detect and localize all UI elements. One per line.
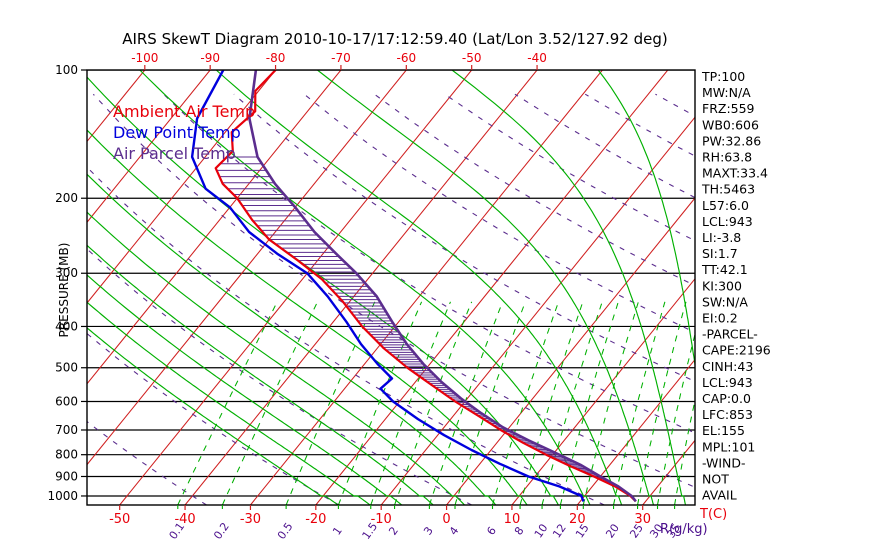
stats-item: KI:300 bbox=[702, 278, 742, 293]
stats-item: NOT bbox=[702, 472, 729, 487]
pressure-tick-label: 700 bbox=[55, 423, 78, 437]
temp-tick-label-top: -60 bbox=[397, 51, 417, 65]
x-axis-label-mixing-ratio: R(g/kg) bbox=[660, 522, 708, 537]
pressure-tick-label: 900 bbox=[55, 469, 78, 483]
mixing-ratio-tick-label: 1 bbox=[330, 524, 345, 537]
axis-ticks bbox=[81, 65, 676, 510]
temp-tick-label-top: -70 bbox=[331, 51, 351, 65]
stats-item: PW:32.86 bbox=[702, 133, 761, 148]
stats-item: TT:42.1 bbox=[701, 262, 748, 277]
legend-dew-point-temp: Dew Point Temp bbox=[113, 123, 241, 142]
stats-item: CAPE:2196 bbox=[702, 343, 771, 358]
stats-item: TP:100 bbox=[701, 69, 745, 84]
sounding-curves bbox=[190, 70, 637, 503]
stats-item: EI:0.2 bbox=[702, 311, 738, 326]
pressure-tick-label: 500 bbox=[55, 361, 78, 375]
x-axis-label-temp: T(C) bbox=[699, 507, 727, 522]
mixing-ratio-tick-label: 10 bbox=[532, 522, 551, 541]
mixing-ratio-tick-label: 6 bbox=[484, 524, 499, 537]
stats-item: CINH:43 bbox=[702, 359, 753, 374]
grid-lines bbox=[87, 70, 695, 505]
stats-item: SI:1.7 bbox=[702, 246, 738, 261]
page-title: AIRS SkewT Diagram 2010-10-17/17:12:59.4… bbox=[122, 30, 668, 48]
stats-item: CAP:0.0 bbox=[702, 391, 751, 406]
temp-tick-label-bottom: -20 bbox=[305, 512, 326, 527]
temp-tick-label-bottom: 0 bbox=[442, 512, 450, 527]
temp-tick-label-top: -50 bbox=[462, 51, 482, 65]
temp-tick-label-top: -40 bbox=[527, 51, 547, 65]
stats-item: LCL:943 bbox=[702, 375, 753, 390]
pressure-tick-label: 600 bbox=[55, 394, 78, 408]
stats-item: WB0:606 bbox=[702, 117, 759, 132]
mixing-ratio-tick-label: 3 bbox=[421, 524, 436, 537]
mixing-ratio-tick-label: 0.5 bbox=[275, 520, 296, 542]
temp-tick-label-top: -90 bbox=[200, 51, 220, 65]
pressure-tick-label: 300 bbox=[55, 266, 78, 280]
mixing-ratio-tick-label: 0.2 bbox=[211, 520, 232, 542]
legend-air-parcel-temp: Air Parcel Temp bbox=[113, 144, 236, 163]
pressure-tick-label: 800 bbox=[55, 448, 78, 462]
stats-item: L57:6.0 bbox=[702, 198, 749, 213]
mixing-ratio-tick-label: 4 bbox=[447, 524, 462, 537]
stats-item: EL:155 bbox=[702, 423, 745, 438]
temp-tick-label-bottom: -30 bbox=[240, 512, 261, 527]
legend-ambient-air-temp: Ambient Air Temp bbox=[113, 102, 255, 121]
temp-tick-label-bottom: 30 bbox=[634, 512, 651, 527]
stats-item: FRZ:559 bbox=[702, 101, 755, 116]
stats-item: MAXT:33.4 bbox=[702, 166, 768, 181]
pressure-tick-label: 1000 bbox=[47, 489, 78, 503]
stats-item: SW:N/A bbox=[702, 294, 748, 309]
temp-tick-label-top: -100 bbox=[131, 51, 158, 65]
temp-tick-label-bottom: 10 bbox=[504, 512, 521, 527]
pressure-tick-label: 400 bbox=[55, 319, 78, 333]
plot-frame bbox=[86, 69, 696, 506]
stats-item: MPL:101 bbox=[702, 439, 755, 454]
mixing-ratio-tick-label: 2 bbox=[386, 524, 401, 537]
stats-item: TH:5463 bbox=[701, 182, 755, 197]
temp-tick-label-top: -80 bbox=[266, 51, 286, 65]
stats-item: AVAIL bbox=[702, 488, 737, 503]
stats-item: LCL:943 bbox=[702, 214, 753, 229]
pressure-tick-label: 200 bbox=[55, 191, 78, 205]
temp-tick-label-bottom: 20 bbox=[569, 512, 586, 527]
stats-item: RH:63.8 bbox=[702, 150, 752, 165]
y-axis-label: PRESSURE (MB) bbox=[57, 243, 71, 338]
stats-item: LFC:853 bbox=[702, 407, 753, 422]
mixing-ratio-tick-label: 20 bbox=[603, 522, 622, 541]
stats-item: -WIND- bbox=[702, 455, 746, 470]
temp-tick-label-bottom: -40 bbox=[174, 512, 195, 527]
temp-tick-label-bottom: -50 bbox=[109, 512, 130, 527]
stats-item: -PARCEL- bbox=[702, 327, 758, 342]
mixing-ratio-tick-label: 12 bbox=[550, 522, 569, 541]
stats-item: MW:N/A bbox=[702, 85, 751, 100]
temp-tick-label-bottom: -10 bbox=[371, 512, 392, 527]
stats-item: LI:-3.8 bbox=[702, 230, 741, 245]
pressure-tick-label: 100 bbox=[55, 63, 78, 77]
